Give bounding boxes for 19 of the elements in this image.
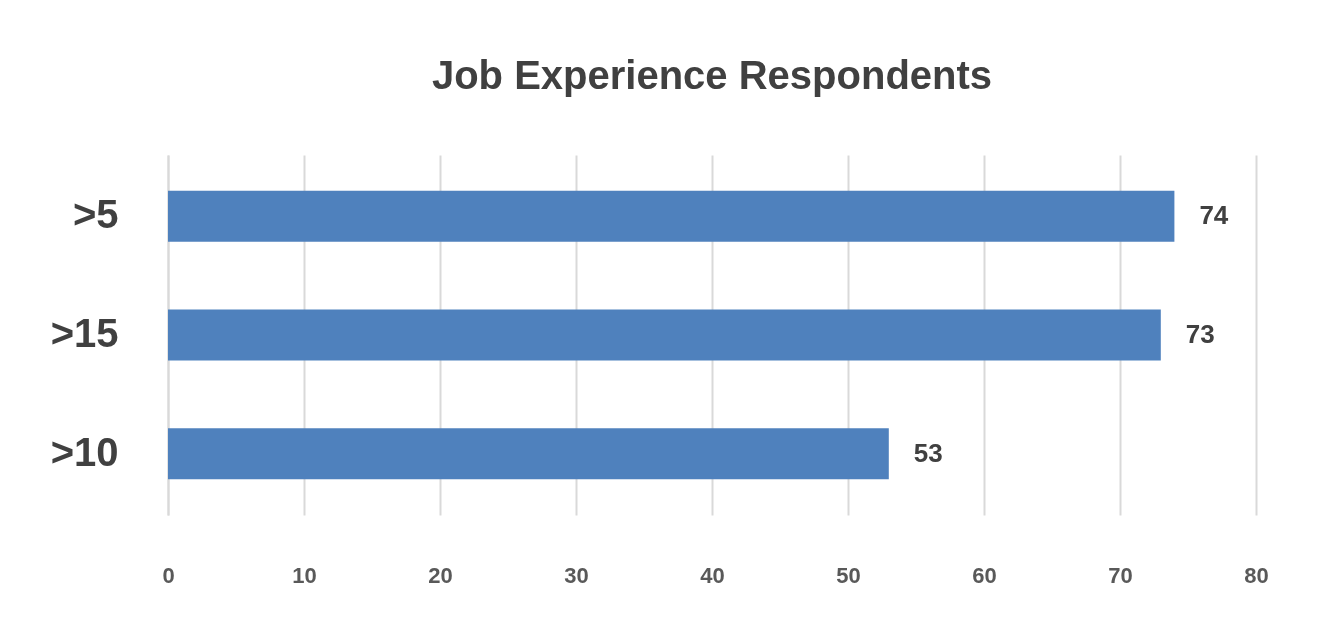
- y-tick-label: >15: [50, 311, 119, 355]
- x-tick-label: 30: [564, 562, 589, 588]
- bar: [168, 190, 1175, 242]
- x-tick-label: 50: [836, 562, 861, 588]
- bar: [168, 309, 1161, 361]
- bar: [168, 428, 889, 480]
- data-label: 74: [1199, 200, 1229, 231]
- y-tick-label: >10: [50, 429, 119, 474]
- data-label: 53: [913, 437, 943, 468]
- x-tick-label: 80: [1244, 562, 1269, 588]
- x-tick-label: 10: [292, 562, 317, 588]
- data-label: 73: [1185, 319, 1215, 349]
- x-tick-label: 20: [428, 562, 453, 588]
- x-tick-label: 60: [972, 562, 997, 588]
- chart-title: Job Experience Respondents: [431, 53, 993, 97]
- y-tick-label: >5: [72, 192, 119, 237]
- x-tick-label: 40: [700, 562, 725, 588]
- x-tick-label: 70: [1108, 562, 1133, 588]
- x-tick-label: 0: [162, 562, 175, 588]
